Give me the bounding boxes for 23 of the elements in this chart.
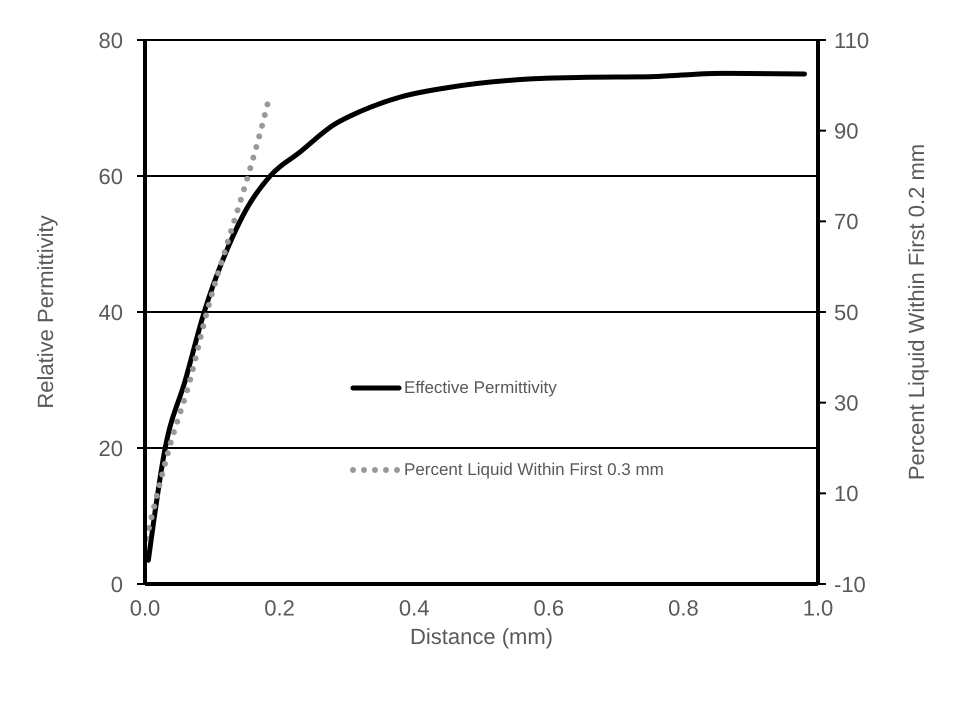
y-tick-label: 80 bbox=[98, 28, 123, 53]
y-tick-label: 40 bbox=[98, 300, 123, 325]
legend-label: Percent Liquid Within First 0.3 mm bbox=[404, 460, 664, 480]
x-tick-label: 0.0 bbox=[130, 596, 160, 621]
x-tick-label: 0.6 bbox=[534, 596, 564, 621]
x-tick-label: 0.4 bbox=[398, 596, 430, 621]
y2-tick-label: 10 bbox=[834, 481, 858, 506]
y2-tick-label: 90 bbox=[834, 118, 858, 144]
y2-tick-label: 70 bbox=[834, 209, 858, 234]
legend-label: Effective Permittivity bbox=[404, 378, 557, 398]
y2-tick-label: 30 bbox=[834, 390, 858, 416]
y-tick-label: 60 bbox=[98, 164, 123, 189]
y2-tick-label: 50 bbox=[834, 300, 858, 325]
x-tick-label: 1.0 bbox=[802, 596, 834, 621]
y2-axis-title: Percent Liquid Within First 0.2 mm bbox=[904, 144, 929, 480]
x-tick-label: 0.8 bbox=[668, 596, 699, 621]
x-tick-label: 0.2 bbox=[264, 596, 295, 621]
y-tick-label: 20 bbox=[98, 436, 123, 461]
x-axis-title: Distance (mm) bbox=[410, 624, 554, 649]
y-axis-title: Relative Permittivity bbox=[32, 215, 58, 409]
y2-tick-label: -10 bbox=[834, 572, 866, 597]
y2-tick-label: 110 bbox=[834, 28, 870, 53]
y-tick-label: 0 bbox=[110, 572, 123, 597]
